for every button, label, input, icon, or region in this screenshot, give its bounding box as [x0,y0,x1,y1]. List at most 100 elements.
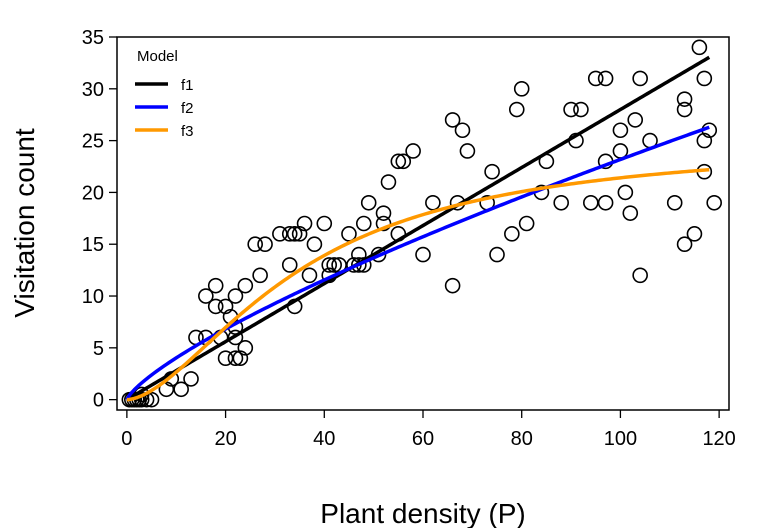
y-tick-label: 10 [82,286,104,308]
data-point [257,236,273,253]
data-point [563,101,579,118]
plot-frame [116,36,730,411]
data-point [513,81,530,97]
data-point [696,70,713,87]
data-point [617,184,634,201]
data-point [395,153,412,170]
y-tick-label: 35 [82,27,104,49]
data-point [316,215,333,232]
y-tick-label: 5 [93,338,104,360]
legend-entry-f2: f2 [135,100,194,117]
data-point [597,70,614,87]
data-point [627,112,644,128]
data-point [227,329,244,346]
data-point [622,205,639,221]
legend-title: Model [137,48,178,65]
data-point [380,174,397,190]
x-tick-label: 20 [214,428,236,450]
data-point [173,381,189,398]
data-point [676,101,693,118]
data-point [587,70,604,87]
data-point [306,236,323,253]
data-point [696,132,713,149]
data-point [237,277,254,294]
data-point [405,143,421,159]
data-point [504,226,520,242]
data-point [237,340,254,356]
y-tick-label: 0 [93,390,104,412]
data-point [390,153,407,170]
data-point [227,350,244,366]
legend-entry-f3: f3 [135,123,194,140]
data-point [518,215,535,232]
data-point [321,257,338,273]
curve-f3 [126,167,710,402]
y-tick-label: 20 [82,182,104,204]
legend-label-f1: f1 [181,77,194,94]
data-point [301,267,318,284]
x-tick-label: 0 [121,428,132,450]
data-point [355,215,372,232]
curve-f2 [125,125,710,401]
data-point [183,371,199,387]
data-point [444,277,461,294]
data-point [489,246,505,263]
data-point [676,91,693,107]
legend: Model f1 f2 f3 [135,48,194,140]
x-tick-label: 40 [313,428,335,450]
data-point [706,194,722,211]
data-point [272,226,288,242]
data-point [227,288,244,304]
data-point [415,246,431,263]
data-point [232,350,249,366]
data-point [217,350,234,366]
data-points [121,39,722,408]
legend-label-f2: f2 [181,100,194,117]
x-tick-label: 60 [412,428,434,450]
data-point [444,112,461,128]
data-point [341,226,357,242]
data-point [454,122,471,139]
data-point [207,277,224,294]
data-point [686,226,703,242]
data-point [252,267,268,284]
y-tick-label: 15 [82,234,104,256]
x-tick-label: 80 [511,428,533,450]
data-point [198,288,214,304]
data-point [612,122,629,139]
x-tick-label: 100 [604,428,637,450]
x-axis-title: Plant density (P) [320,498,525,528]
data-point [666,194,683,211]
data-point [326,257,342,273]
legend-entry-f1: f1 [135,77,194,94]
data-point [281,226,298,242]
data-point [508,101,525,118]
data-point [247,236,263,253]
data-point [425,194,441,211]
curve-f1 [125,55,711,402]
data-point [553,194,569,211]
data-point [676,236,693,253]
legend-label-f3: f3 [181,123,194,140]
data-point [217,298,234,315]
data-point [143,391,160,408]
data-point [291,226,308,242]
data-point [360,194,377,211]
data-point [281,257,298,273]
data-point [296,215,313,232]
data-point [375,205,392,221]
data-point [597,194,614,211]
y-tick-label: 30 [82,79,104,101]
data-point [459,143,476,159]
data-point [632,267,648,284]
model-curves [125,55,711,402]
data-point [573,101,589,118]
data-point [583,194,599,211]
data-point [375,215,392,232]
data-point [351,257,367,273]
data-point [207,298,224,315]
data-point [484,163,500,180]
tick-group: 0 20 40 60 80 100 120 0 5 10 15 20 25 30 35 [82,27,736,450]
data-point [632,70,648,87]
